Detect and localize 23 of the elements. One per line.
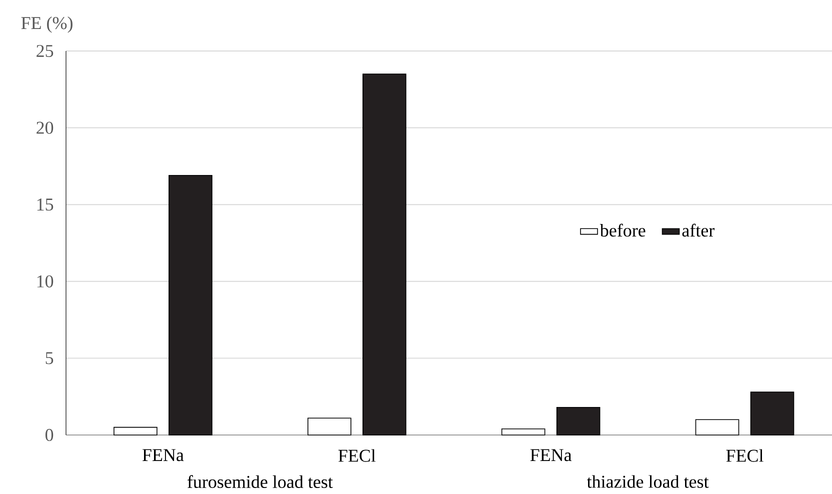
y-axis-title: FE (%) xyxy=(21,16,72,33)
bar xyxy=(695,419,740,436)
x-tick-label: FENa xyxy=(142,449,184,462)
bar xyxy=(750,392,794,436)
x-tick-label: FECl xyxy=(726,449,764,462)
bar xyxy=(362,74,406,436)
text: furosemide load test xyxy=(188,475,333,488)
bar xyxy=(168,175,212,436)
y-tick-label: 25 xyxy=(36,44,54,58)
y-tick-label: 0 xyxy=(46,428,54,442)
legend-label: after xyxy=(682,224,715,237)
text: thiazide load test xyxy=(586,475,709,488)
y-tick-label: 20 xyxy=(36,122,54,134)
bar xyxy=(114,426,158,436)
bar xyxy=(501,428,546,436)
legend-label: before xyxy=(600,224,646,237)
bar xyxy=(556,406,600,436)
y-tick-label: 15 xyxy=(37,198,54,211)
y-tick-label: 10 xyxy=(37,275,54,288)
x-tick-label: FENa xyxy=(530,449,572,462)
bar xyxy=(307,418,352,436)
y-tick-label: 5 xyxy=(46,352,54,364)
x-tick-label: FECl xyxy=(338,449,376,462)
